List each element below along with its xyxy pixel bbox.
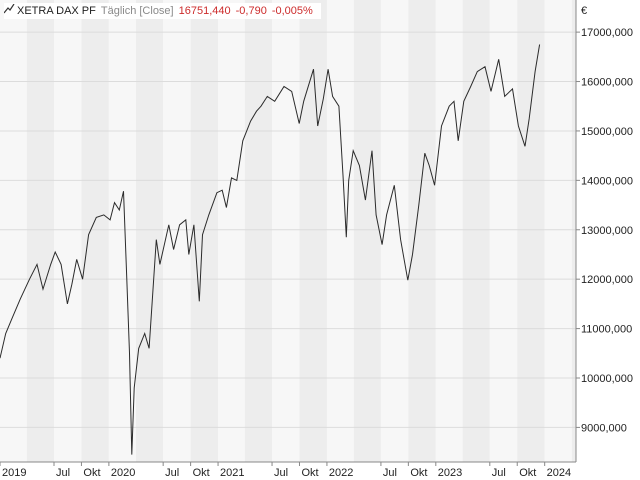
x-tick-label: Jul — [274, 467, 288, 479]
x-tick-label: Okt — [410, 467, 427, 479]
axes — [0, 0, 577, 463]
period-label: Täglich [Close] — [100, 5, 174, 17]
quarter-band — [326, 0, 354, 462]
gridlines — [0, 31, 576, 428]
x-tick-label: 2023 — [438, 467, 462, 479]
price-change: -0,790 — [235, 5, 267, 17]
y-tick-label: 11000,000 — [581, 324, 632, 336]
x-tick-label: Jul — [492, 467, 506, 479]
quarter-band — [81, 0, 109, 462]
y-tick-label: 17000,000 — [581, 27, 633, 39]
x-tick-label: Okt — [193, 467, 210, 479]
chart-header: XETRA DAX PF Täglich [Close] 16751,440 -0,7… — [3, 3, 321, 19]
quarter-band — [544, 0, 572, 462]
y-axis-ticks: 9000,000 10000,000 11000,000 12000,000 13000… — [576, 27, 633, 434]
y-tick-label: 14000,000 — [581, 175, 633, 187]
y-tick-label: 12000,000 — [581, 274, 633, 286]
quarter-band — [489, 0, 518, 462]
y-tick-label: 13000,000 — [581, 225, 633, 237]
x-tick-label: Jul — [56, 467, 70, 479]
quarter-band — [408, 0, 436, 462]
quarter-band — [353, 0, 381, 462]
quarter-band — [462, 0, 490, 462]
x-tick-label: 2024 — [547, 467, 571, 479]
y-tick-label: 9000,000 — [581, 422, 627, 434]
x-tick-label: Jul — [383, 467, 397, 479]
x-tick-label: 2022 — [329, 467, 353, 479]
x-tick-label: 2020 — [111, 467, 135, 479]
quarter-band — [435, 0, 463, 462]
price-series-line — [0, 44, 541, 455]
y-tick-label: 10000,000 — [581, 373, 633, 385]
line-chart-icon — [3, 3, 16, 19]
quarter-band — [299, 0, 327, 462]
quarter-band — [218, 0, 245, 462]
quarter-band — [190, 0, 219, 462]
quarter-band — [136, 0, 164, 462]
quarter-band — [517, 0, 545, 462]
x-tick-label: Jul — [165, 467, 179, 479]
x-tick-label: Okt — [519, 467, 536, 479]
quarter-background-bands — [0, 0, 576, 462]
quarter-band — [272, 0, 300, 462]
x-tick-label: 2021 — [220, 467, 244, 479]
y-tick-label: 16000,000 — [581, 77, 633, 89]
price-change-percent: -0,005% — [271, 5, 313, 17]
quarter-band — [244, 0, 273, 462]
x-tick-label: Okt — [83, 467, 100, 479]
x-tick-label: 2019 — [2, 467, 26, 479]
currency-label: € — [581, 5, 587, 17]
y-tick-label: 15000,000 — [581, 126, 633, 138]
x-axis-ticks: 2019 Jul Okt 2020 Jul Okt 2021 Jul Okt 2022 Jul Okt… — [0, 462, 571, 479]
x-tick-label: Okt — [301, 467, 318, 479]
instrument-name: XETRA DAX PF — [17, 5, 96, 17]
last-price: 16751,440 — [178, 5, 231, 17]
quarter-band — [380, 0, 409, 462]
quarter-band — [0, 0, 27, 462]
quarter-band — [26, 0, 54, 462]
quarter-band — [571, 0, 576, 462]
quarter-band — [108, 0, 137, 462]
quarter-band — [53, 0, 82, 462]
